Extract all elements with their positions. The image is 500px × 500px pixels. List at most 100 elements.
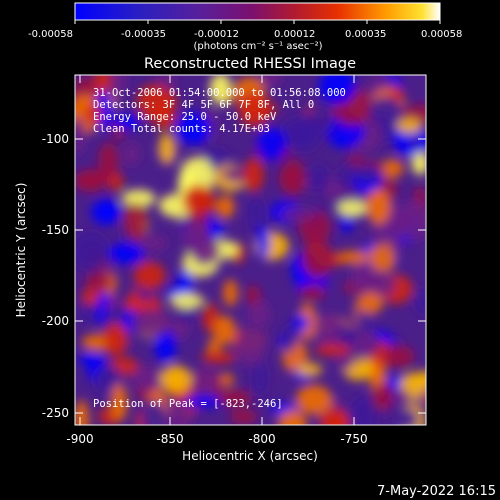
colorbar-units: (photons cm⁻² s⁻¹ asec⁻²) [193,41,322,52]
image-blob [183,395,222,408]
image-blob [245,285,261,305]
image-blob [358,292,384,314]
y-axis-label: Heliocentric Y (arcsec) [14,183,28,318]
y-tick-label: -250 [42,406,69,420]
image-blob [285,115,323,152]
image-blob [411,151,426,176]
detectors-annotation: Detectors: 3F 4F 5F 6F 7F 8F, All 0 [93,99,314,111]
image-blob [279,165,297,192]
colorbar-tick-label: -0.00058 [28,29,73,40]
image-blob [123,202,148,240]
image-blob [260,75,282,87]
image-blob [209,75,232,105]
image-blob [251,361,268,396]
x-tick-label: -900 [66,432,93,446]
colorbar-tick-label: -0.00012 [194,29,239,40]
image-blob [112,75,127,95]
image-blob [229,409,258,425]
image-blob [299,284,326,301]
image-blob [383,205,412,231]
image-blob [78,303,98,321]
image-blob [353,330,380,358]
image-blob [159,132,174,164]
y-axis-ticks [75,138,426,414]
image-blob [414,287,426,316]
image-blob [131,365,165,392]
image-blob [153,100,176,130]
image-blob [368,96,403,124]
image-blob [85,272,113,292]
image-blob [396,408,419,425]
colorbar-tick-label: -0.00035 [121,29,166,40]
time-range-annotation: 31-Oct-2006 01:54:00.000 to 01:56:08.000 [93,87,346,99]
image-blob [169,293,205,308]
colorbar-tick-label: 0.00035 [345,29,386,40]
plot-title: Reconstructed RHESSI Image [144,56,356,72]
image-blob [175,112,212,145]
image-blob [247,300,271,328]
colorbar-ticks [74,20,441,24]
y-tick-label: -150 [42,223,69,237]
clean-counts-annotation: Clean Total counts: 4.17E+03 [93,123,270,135]
image-blob [168,319,190,339]
image-blob [396,118,422,134]
image-blob [295,384,333,415]
image-blob [246,195,266,235]
colorbar-tick-label: 0.00058 [421,29,462,40]
rhessi-image [75,75,426,425]
image-blob [367,270,396,298]
image-blob [369,240,396,274]
image-blob [372,382,394,412]
image-blob [277,409,308,425]
image-blob [308,163,329,193]
image-blob [296,363,323,377]
x-tick-label: -850 [156,432,183,446]
image-blob [243,157,264,193]
image-blob [179,157,215,196]
image-blob [302,240,333,279]
image-blob [256,127,288,162]
image-blob [383,345,415,368]
x-axis-label: Heliocentric X (arcsec) [182,449,318,463]
x-tick-label: -750 [340,432,367,446]
image-blob [328,413,347,425]
image-blob [176,269,194,300]
image-blob [75,231,110,270]
image-blob [110,383,128,422]
image-blob [223,279,238,307]
plot-frame [74,74,427,426]
image-blob [292,314,309,333]
image-blob [85,103,102,126]
image-blob [318,75,356,105]
image-blob [314,343,352,357]
image-blob [257,224,270,260]
image-blob [133,261,166,290]
image-blob [336,353,355,371]
x-tick-label: -800 [248,432,275,446]
timestamp: 7-May-2022 16:15 [377,484,496,499]
image-blob [238,91,271,128]
image-blob [94,301,107,323]
image-blob [75,169,107,192]
image-blob [75,117,86,155]
y-tick-label: -100 [42,132,69,146]
x-axis-ticks [79,75,355,425]
image-blob [412,370,426,389]
image-blob [101,199,117,219]
colorbar-tick-label: 0.00012 [274,29,315,40]
image-blob [182,184,214,216]
image-blob [236,327,266,366]
image-blob [343,403,377,425]
image-blob [366,189,391,225]
image-blob [159,75,175,90]
image-blob [219,373,235,387]
y-tick-label: -200 [42,314,69,328]
image-blob [79,353,100,366]
image-blob [98,142,119,180]
energy-range-annotation: Energy Range: 25.0 - 50.0 keV [93,111,277,123]
peak-position-annotation: Position of Peak = [-823,-246] [93,398,283,410]
image-blob [114,114,141,130]
image-blob [216,195,235,219]
colorbar [74,2,441,21]
